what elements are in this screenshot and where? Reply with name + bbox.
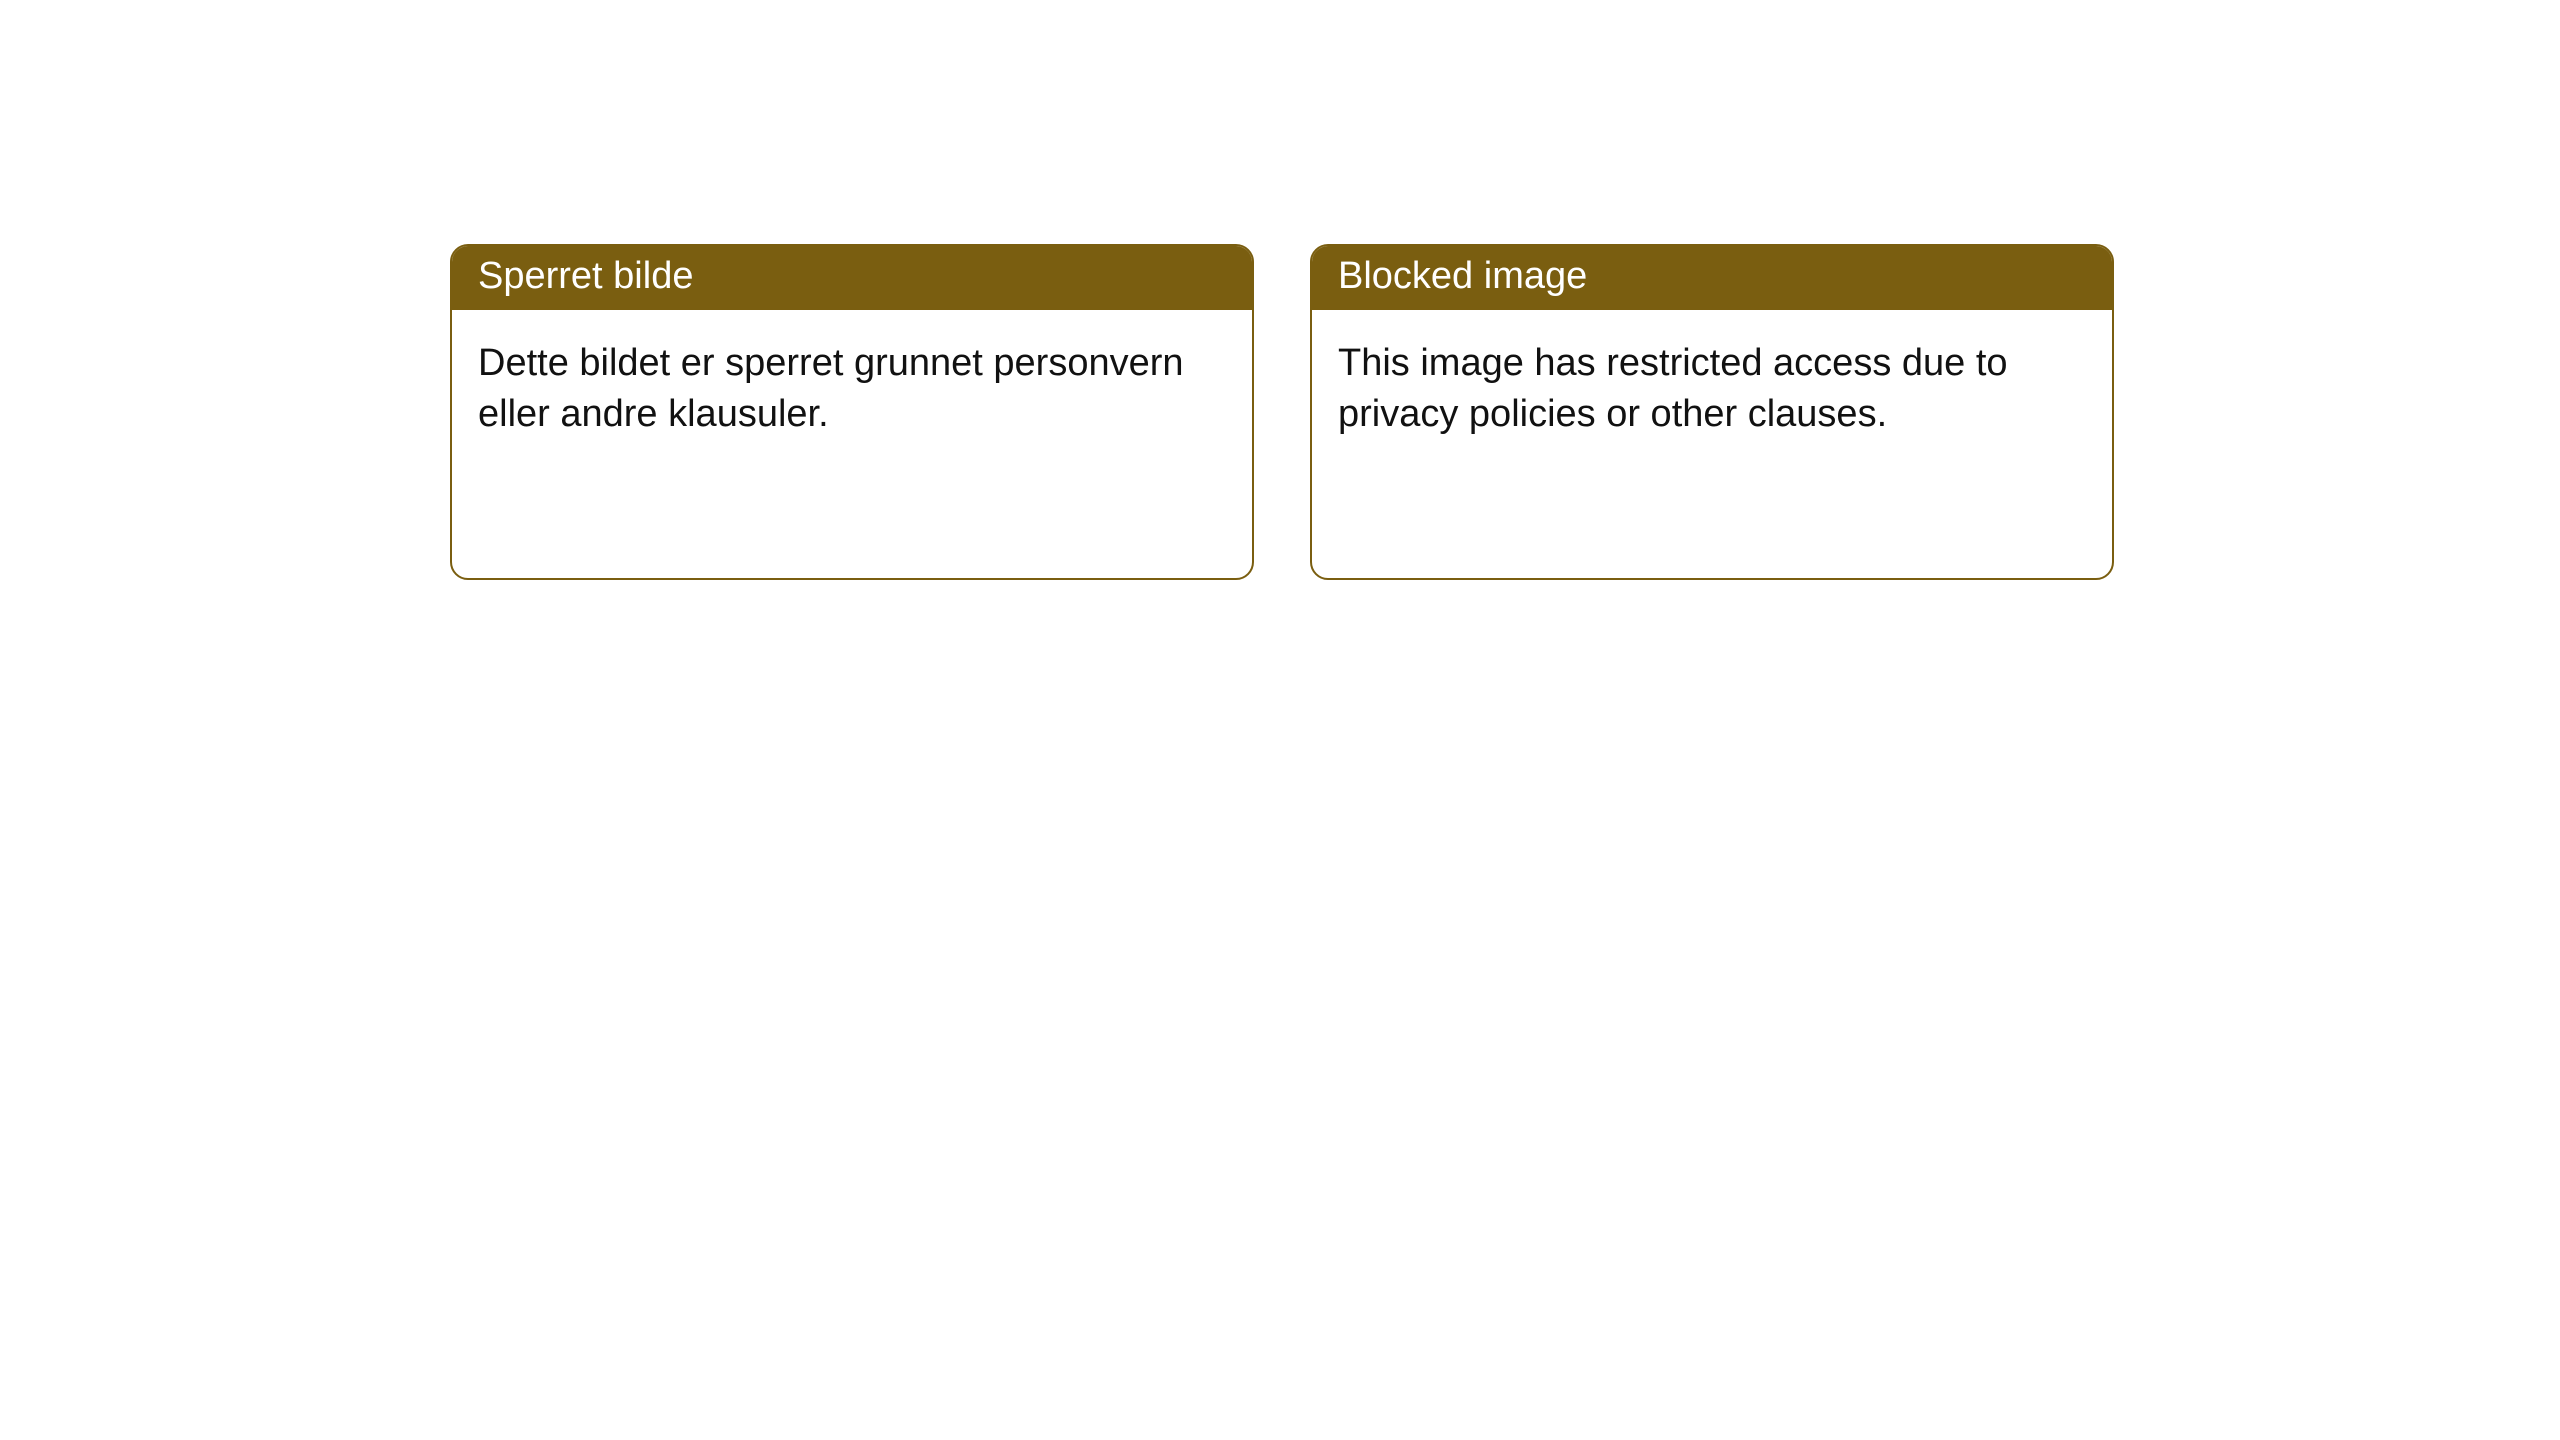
card-header-en: Blocked image [1312,246,2112,310]
card-body-no: Dette bildet er sperret grunnet personve… [452,310,1252,469]
card-header-no: Sperret bilde [452,246,1252,310]
card-body-en: This image has restricted access due to … [1312,310,2112,469]
blocked-image-card-en: Blocked image This image has restricted … [1310,244,2114,580]
blocked-image-card-no: Sperret bilde Dette bildet er sperret gr… [450,244,1254,580]
notice-container: Sperret bilde Dette bildet er sperret gr… [450,244,2114,580]
